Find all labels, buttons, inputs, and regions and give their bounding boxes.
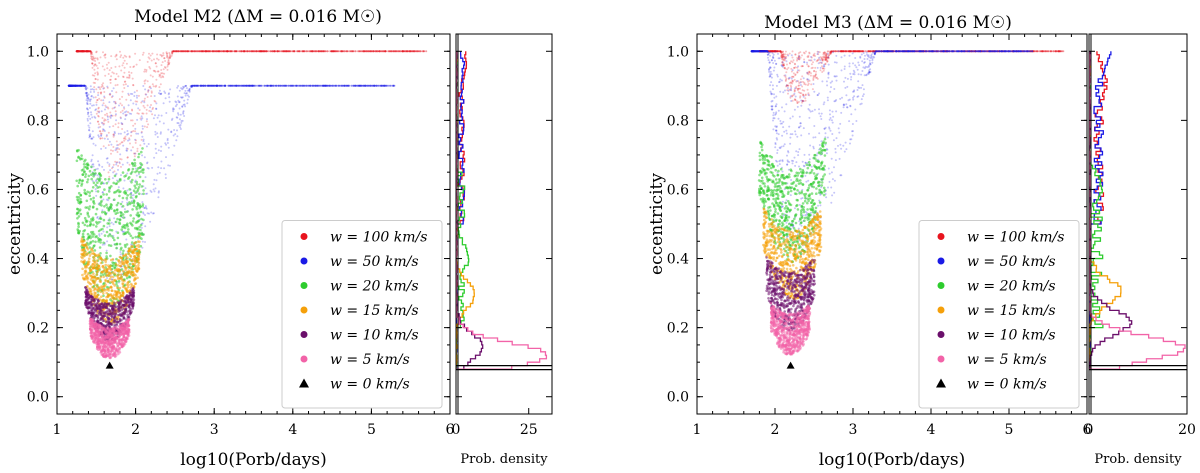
x-tick-label: 5 <box>367 422 376 438</box>
y-tick-label: 0.4 <box>27 252 49 268</box>
series-w-100-km-s <box>758 50 1065 104</box>
legend-label: w = 15 km/s <box>967 303 1056 319</box>
series-w-100-km-s <box>75 50 428 178</box>
x-tick-label: 3 <box>210 422 219 438</box>
x-axis-label: log10(Porb/days) <box>180 450 327 470</box>
legend-label: w = 5 km/s <box>330 352 410 368</box>
x-tick-label: 6 <box>1083 422 1092 438</box>
legend-marker <box>936 378 946 388</box>
hist-x-axis-label: Prob. density <box>460 452 548 467</box>
x-tick-label: 1 <box>693 422 702 438</box>
y-axis-label: eccentricity <box>647 173 667 275</box>
y-tick-label: 0.8 <box>667 113 689 129</box>
x-tick-label: 4 <box>927 422 936 438</box>
side-histogram: 0 25 Prob. density <box>452 33 553 467</box>
legend-marker <box>299 378 309 388</box>
series-w-5-km-s <box>88 317 131 360</box>
histogram-step-line <box>456 51 548 370</box>
legend-marker <box>937 306 945 314</box>
x-tick-label: 3 <box>849 422 858 438</box>
y-tick-label: 1.0 <box>667 44 689 60</box>
legend-label: w = 15 km/s <box>330 303 419 319</box>
y-tick-label: 0.6 <box>27 182 49 198</box>
x-tick-label: 6 <box>446 422 455 438</box>
y-tick-label: 0.2 <box>667 321 689 337</box>
histogram-step-line <box>1089 51 1186 370</box>
legend-label: w = 100 km/s <box>967 230 1064 246</box>
y-axis-label: eccentricity <box>5 173 25 275</box>
hist-x-tick-label: 0 <box>452 422 461 438</box>
legend: w = 100 km/s w = 50 km/s w = 20 km/s w = 15… <box>281 220 443 409</box>
y-tick-label: 0.8 <box>27 113 49 129</box>
legend-label: w = 100 km/s <box>330 230 427 246</box>
scatter-points <box>67 50 428 360</box>
legend-label: w = 0 km/s <box>330 377 410 393</box>
hist-x-axis-label: Prob. density <box>1094 452 1182 467</box>
scatter-points <box>750 50 1065 356</box>
legend-marker <box>300 355 308 363</box>
panel-left: Model M2 (ΔM = 0.016 M☉) 1 2 3 4 5 6 0.0 0.2 0.4 0… <box>5 7 553 470</box>
legend-label: w = 10 km/s <box>330 328 419 344</box>
x-axis-label: log10(Porb/days) <box>819 450 966 470</box>
legend-label: w = 50 km/s <box>967 254 1056 270</box>
zero-kick-marker <box>786 361 795 369</box>
histogram-frame <box>455 33 553 415</box>
y-tick-label: 0.4 <box>667 252 689 268</box>
chart-title: Model M2 (ΔM = 0.016 M☉) <box>134 7 382 27</box>
x-tick-label: 2 <box>131 422 140 438</box>
legend-label: w = 20 km/s <box>967 279 1056 295</box>
x-tick-label: 2 <box>771 422 780 438</box>
hist-x-tick-label: 0 <box>1085 422 1094 438</box>
y-tick-label: 0.0 <box>667 390 689 406</box>
hist-x-tick-label: 20 <box>1178 422 1196 438</box>
legend-label: w = 50 km/s <box>330 254 419 270</box>
legend-label: w = 0 km/s <box>967 377 1047 393</box>
legend: w = 100 km/s w = 50 km/s w = 20 km/s w = 15… <box>918 220 1080 409</box>
legend-marker <box>300 282 308 289</box>
series-w-5-km-s <box>769 302 812 356</box>
legend-marker <box>937 355 945 363</box>
y-tick-label: 0.0 <box>27 390 49 406</box>
legend-label: w = 5 km/s <box>967 352 1047 368</box>
y-tick-label: 0.2 <box>27 321 49 337</box>
legend-marker <box>937 233 945 240</box>
x-tick-label: 4 <box>288 422 297 438</box>
x-tick-label: 1 <box>53 422 62 438</box>
histogram-steps <box>1089 51 1186 370</box>
legend-box <box>281 220 443 409</box>
zero-kick-marker <box>105 361 114 369</box>
chart-title: Model M3 (ΔM = 0.016 M☉) <box>764 13 1012 33</box>
legend-marker <box>937 257 945 265</box>
legend-marker <box>300 257 308 265</box>
x-tick-label: 5 <box>1005 422 1014 438</box>
y-tick-label: 1.0 <box>27 44 49 60</box>
legend-marker <box>937 282 945 289</box>
legend-marker <box>300 306 308 314</box>
panel-right: Model M3 (ΔM = 0.016 M☉) 1 2 3 4 5 6 0.0 0.2 0.4 0… <box>647 13 1196 470</box>
histogram-steps <box>456 51 548 370</box>
legend-marker <box>937 331 945 338</box>
legend-marker <box>300 331 308 338</box>
hist-x-tick-label: 25 <box>520 422 538 438</box>
legend-box <box>918 220 1080 409</box>
legend-label: w = 10 km/s <box>967 328 1056 344</box>
histogram-frame <box>1088 33 1188 415</box>
side-histogram: 0 20 Prob. density <box>1085 33 1196 467</box>
y-tick-label: 0.6 <box>667 182 689 198</box>
legend-marker <box>300 233 308 240</box>
legend-label: w = 20 km/s <box>330 279 419 295</box>
